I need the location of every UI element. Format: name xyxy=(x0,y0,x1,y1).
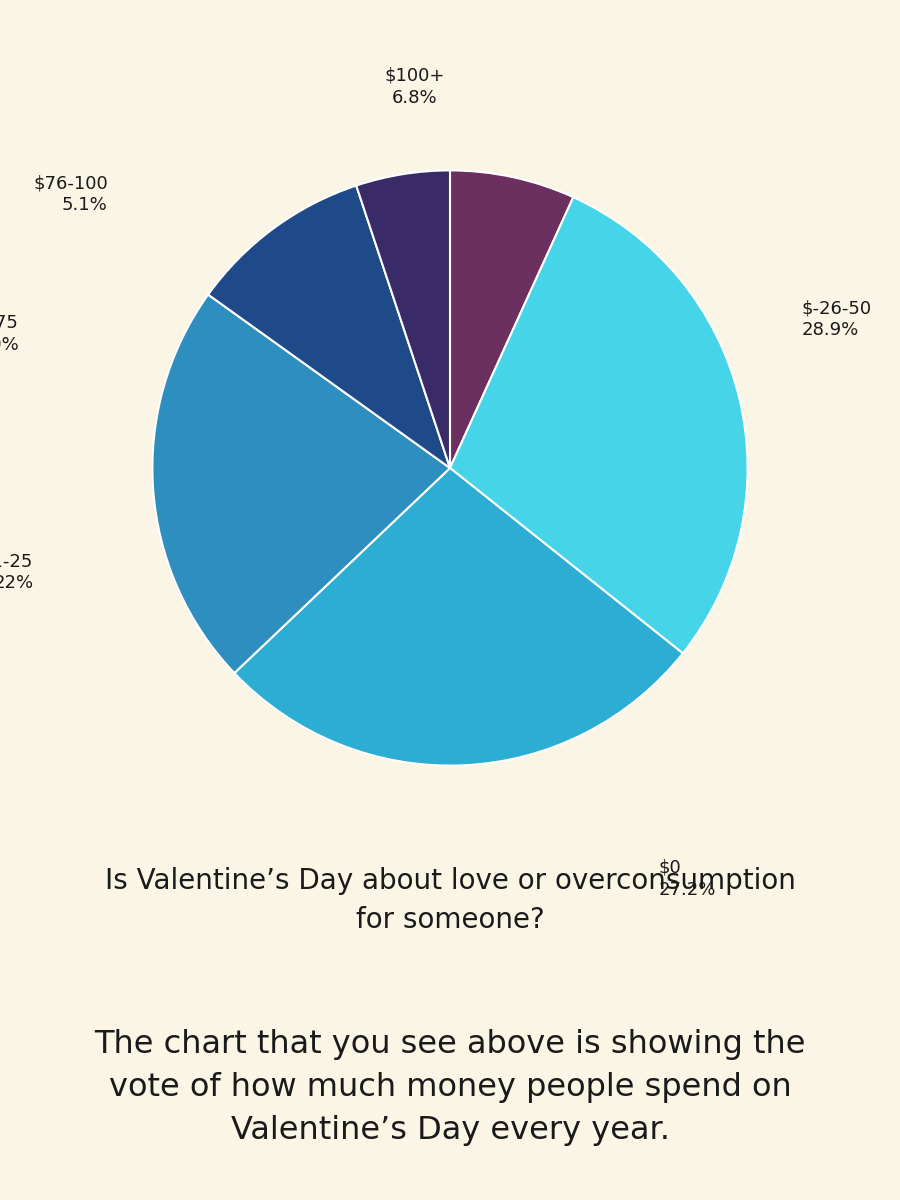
Text: $1-25
22%: $1-25 22% xyxy=(0,552,33,593)
Text: $0
27.2%: $0 27.2% xyxy=(658,858,716,899)
Text: $51-75
10%: $51-75 10% xyxy=(0,314,19,354)
Text: $-26-50
28.9%: $-26-50 28.9% xyxy=(801,299,871,340)
Text: $100+
6.8%: $100+ 6.8% xyxy=(384,67,445,107)
Wedge shape xyxy=(208,186,450,468)
Wedge shape xyxy=(152,294,450,673)
Wedge shape xyxy=(450,197,748,653)
Text: $76-100
5.1%: $76-100 5.1% xyxy=(33,174,108,215)
Wedge shape xyxy=(356,170,450,468)
Text: Is Valentine’s Day about love or overconsumption
for someone?: Is Valentine’s Day about love or overcon… xyxy=(104,868,796,935)
Wedge shape xyxy=(450,170,573,468)
Wedge shape xyxy=(234,468,683,766)
Text: The chart that you see above is showing the
vote of how much money people spend : The chart that you see above is showing … xyxy=(94,1030,806,1146)
